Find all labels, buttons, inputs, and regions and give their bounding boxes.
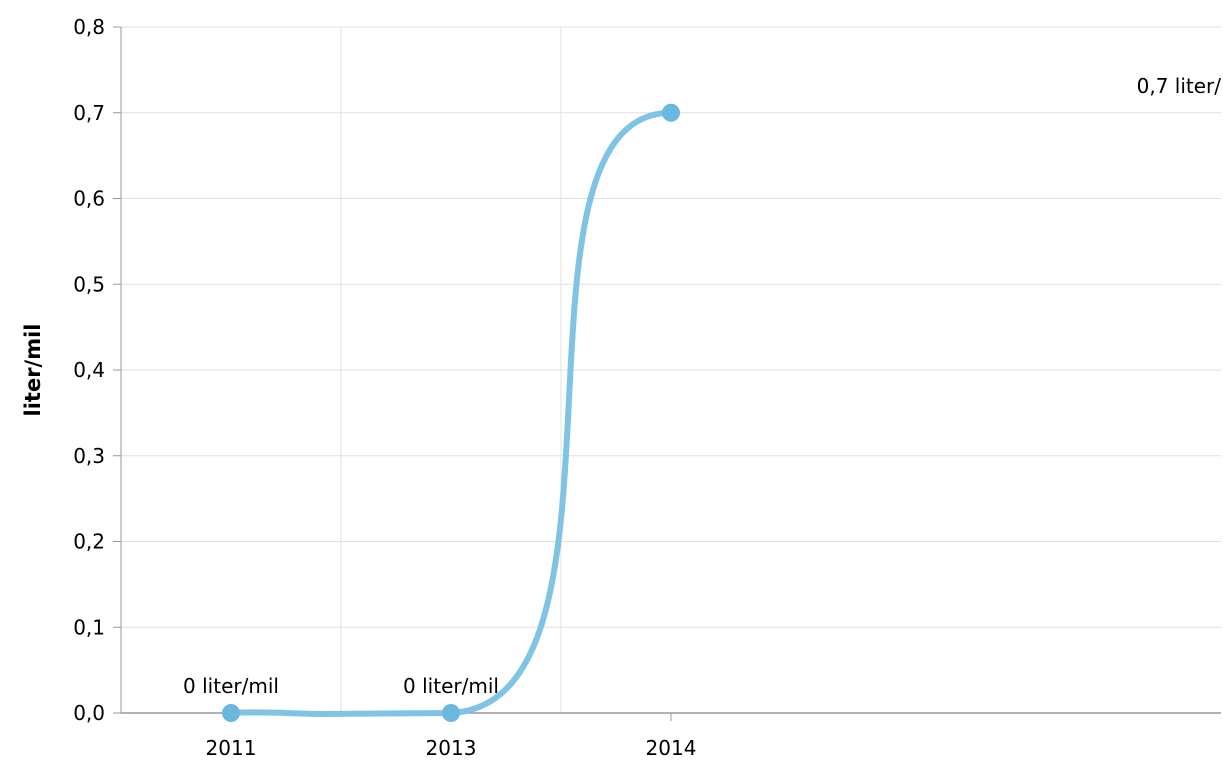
data-label: 0 liter/mil xyxy=(183,674,279,698)
y-tick-label: 0,0 xyxy=(73,701,105,725)
y-tick-label: 0,7 xyxy=(73,101,105,125)
y-tick-label: 0,5 xyxy=(73,272,105,296)
data-point xyxy=(222,704,240,722)
x-tick-label: 2013 xyxy=(426,736,477,760)
data-label: 0 liter/mil xyxy=(403,674,499,698)
data-point xyxy=(442,704,460,722)
gridlines xyxy=(121,26,1221,713)
labels: 0,0 0,1 0,2 0,3 0,4 0,5 0,6 0,7 0,8 2011 2013 2014 0… xyxy=(73,15,1221,760)
y-tick-label: 0,2 xyxy=(73,530,105,554)
y-tick-label: 0,4 xyxy=(73,358,105,382)
data-point xyxy=(662,103,680,122)
series-line xyxy=(228,109,674,718)
y-axis-title: liter/mil xyxy=(21,324,45,417)
x-tick-label: 2014 xyxy=(646,736,697,760)
data-label: 0,7 liter/ xyxy=(1137,74,1222,98)
y-tick-label: 0,1 xyxy=(73,615,105,639)
y-tick-label: 0,3 xyxy=(73,444,105,468)
series xyxy=(222,103,680,722)
y-tick-label: 0,8 xyxy=(73,15,105,39)
y-tick-label: 0,6 xyxy=(73,187,105,211)
x-tick-label: 2011 xyxy=(206,736,257,760)
axes xyxy=(113,26,1221,721)
